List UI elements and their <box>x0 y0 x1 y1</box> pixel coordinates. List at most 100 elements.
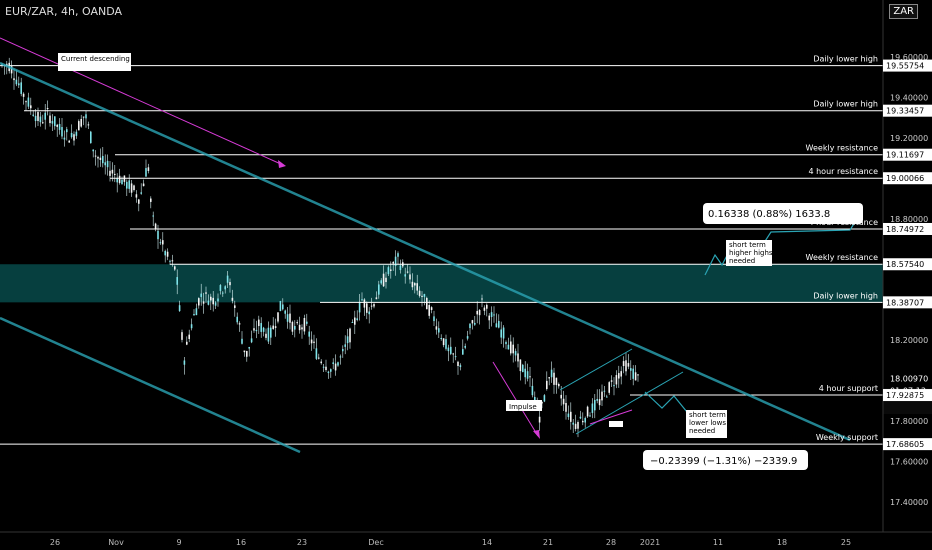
candle-body <box>505 341 507 345</box>
candle-body <box>282 304 284 310</box>
candle-body <box>250 338 253 343</box>
candle-body <box>229 282 231 286</box>
candle-body <box>94 155 97 157</box>
candle-body <box>584 417 586 423</box>
candle-body <box>85 114 87 119</box>
candle-body <box>253 328 255 331</box>
candle-body <box>188 334 190 339</box>
candle-body <box>56 124 58 127</box>
candle-body <box>61 127 63 137</box>
time-tick: 11 <box>713 538 723 547</box>
candle-body <box>450 346 452 354</box>
candle-body <box>99 157 102 160</box>
price-axis[interactable]: 19.6000019.4000019.2000019.0000018.80000… <box>882 0 932 532</box>
candle-body <box>193 314 195 316</box>
candle-body <box>433 316 435 322</box>
candle-body <box>630 368 632 371</box>
candle-body <box>111 169 114 174</box>
candle-body <box>176 277 178 285</box>
price-badge <box>883 389 932 402</box>
candle-body <box>394 256 397 266</box>
candle-body <box>606 396 608 398</box>
candle-body <box>399 265 402 271</box>
candle-body <box>495 323 498 328</box>
candle-body <box>32 114 34 116</box>
time-axis[interactable]: 26 Nov 9 16 23 Dec 14 21 28 2021 11 18 25 <box>0 531 932 547</box>
candle-body <box>327 371 330 373</box>
price-badge-text: 19.11697 <box>886 151 924 160</box>
candle-body <box>171 260 174 262</box>
countdown: 01:07:13 <box>890 387 926 396</box>
candle-body <box>106 160 109 168</box>
candle-body <box>236 316 238 323</box>
candle-body <box>526 371 529 379</box>
price-badge <box>883 104 932 117</box>
higher-highs-note: short term higher highs needed <box>729 241 773 265</box>
candle-body <box>618 373 620 379</box>
candle-body <box>162 240 164 245</box>
candle-body <box>462 349 464 355</box>
candle-body <box>594 399 596 411</box>
candle-body <box>603 390 606 392</box>
candle-body <box>202 301 205 304</box>
small-momentum-arrow <box>589 409 633 425</box>
candle-body <box>356 318 358 320</box>
time-tick: 28 <box>606 538 616 547</box>
candle-body <box>102 155 104 164</box>
candle-body <box>409 274 411 280</box>
trend-lines <box>0 37 856 454</box>
price-tick: 19.40000 <box>890 93 928 102</box>
candle-body <box>262 327 265 332</box>
candle-body <box>358 302 361 313</box>
candle-body <box>613 385 615 387</box>
candle-body <box>157 230 159 240</box>
measure-down-label: −0.23399 (−1.31%) −2339.9 <box>650 456 797 467</box>
candlestick-series <box>1 57 639 438</box>
price-tick: 18.80000 <box>890 215 928 224</box>
candle-body <box>454 356 457 358</box>
candle-body <box>555 377 558 386</box>
price-badge <box>883 172 932 185</box>
candle-body <box>301 327 303 330</box>
candle-body <box>212 297 214 305</box>
candle-body <box>152 215 154 217</box>
candle-body <box>339 356 342 358</box>
level-label: Weekly support <box>816 433 878 442</box>
candle-body <box>435 326 438 330</box>
candle-body <box>25 101 27 103</box>
candle-body <box>116 177 118 183</box>
candle-body <box>51 121 54 124</box>
candle-body <box>344 344 346 347</box>
currency-badge[interactable]: ZAR <box>889 4 918 19</box>
candle-body <box>20 82 22 94</box>
candle-body <box>315 348 318 359</box>
candle-body <box>183 360 186 365</box>
candle-body <box>58 124 61 130</box>
candle-body <box>303 317 306 332</box>
candle-body <box>385 277 387 283</box>
price-badge <box>883 222 932 235</box>
candle-body <box>560 394 562 399</box>
candle-body <box>397 253 399 257</box>
candle-body <box>478 310 481 316</box>
candle-body <box>207 300 210 305</box>
candle-body <box>572 422 574 425</box>
candle-body <box>186 341 188 345</box>
current-price: 18.00970 <box>890 375 928 384</box>
candle-body <box>318 357 320 359</box>
candle-body <box>70 132 73 138</box>
candle-body <box>366 303 368 313</box>
candle-body <box>447 347 450 352</box>
candle-body <box>279 301 282 311</box>
candle-body <box>445 339 447 349</box>
candle-body <box>147 167 150 171</box>
candle-body <box>49 115 51 124</box>
candle-body <box>142 183 145 187</box>
rising-channel-lower <box>575 371 684 435</box>
candle-body <box>294 325 296 330</box>
candle-body <box>313 341 315 343</box>
candle-body <box>342 348 344 352</box>
candle-body <box>574 423 577 429</box>
candle-body <box>634 372 637 381</box>
